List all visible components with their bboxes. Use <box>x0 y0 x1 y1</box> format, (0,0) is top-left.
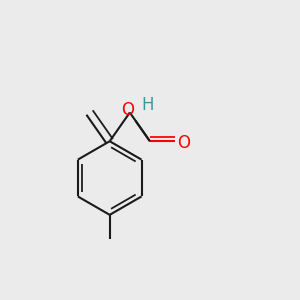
Text: H: H <box>142 96 154 114</box>
Text: O: O <box>122 101 134 119</box>
Text: O: O <box>177 134 190 152</box>
